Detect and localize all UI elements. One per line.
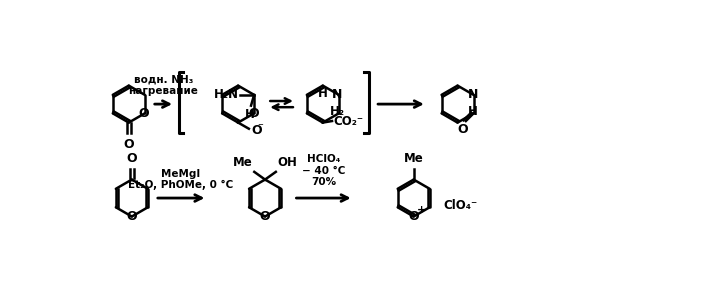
Text: MeMgI
Et₂O, PhOMe, 0 °C: MeMgI Et₂O, PhOMe, 0 °C — [128, 169, 234, 190]
Text: O: O — [248, 107, 258, 120]
Text: Me: Me — [404, 152, 423, 165]
Text: N: N — [332, 88, 343, 102]
Text: H₂: H₂ — [330, 105, 345, 118]
Text: +: + — [417, 205, 426, 215]
Text: H: H — [318, 87, 328, 100]
Text: O: O — [251, 124, 262, 137]
Text: O: O — [408, 210, 419, 223]
Text: CO₂⁻: CO₂⁻ — [333, 115, 364, 128]
Text: H₂N: H₂N — [214, 88, 239, 102]
Text: ClO₄⁻: ClO₄⁻ — [443, 199, 477, 212]
Text: O: O — [260, 210, 271, 223]
Text: Me: Me — [233, 156, 253, 169]
Text: H: H — [468, 105, 478, 118]
Text: HClO₄
− 40 °C
70%: HClO₄ − 40 °C 70% — [302, 154, 346, 187]
Text: O: O — [127, 152, 137, 165]
Text: O: O — [457, 123, 468, 136]
Text: ⁻: ⁻ — [257, 122, 264, 132]
Text: OH: OH — [277, 156, 297, 169]
Text: O: O — [139, 107, 149, 120]
Text: водн. NH₃
нагревание: водн. NH₃ нагревание — [128, 75, 198, 96]
Text: N: N — [467, 88, 478, 102]
Text: H: H — [246, 108, 255, 121]
Text: O: O — [123, 138, 134, 151]
Text: O: O — [127, 210, 137, 223]
